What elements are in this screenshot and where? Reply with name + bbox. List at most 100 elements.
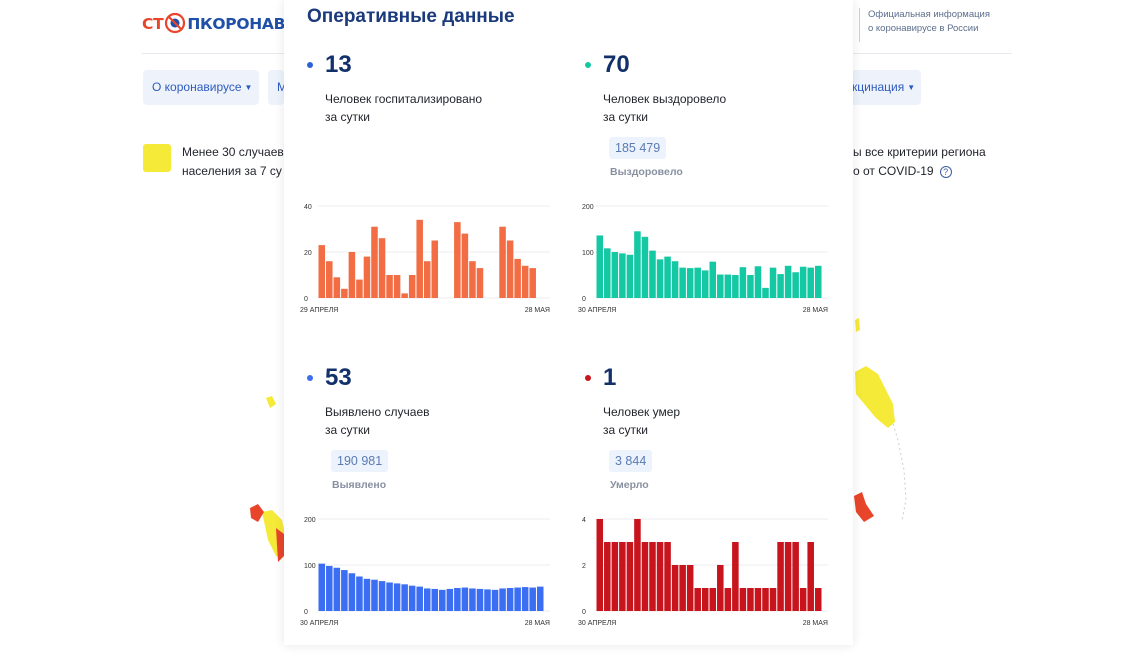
- chart-bar: [506, 588, 514, 611]
- virus-logo-icon: [165, 12, 186, 34]
- chart-bar: [792, 272, 799, 298]
- nav-vaccination[interactable]: кцинация ▼: [840, 70, 921, 105]
- chart-bar: [694, 267, 701, 298]
- chart-bar: [521, 587, 529, 611]
- chart-bar: [378, 238, 386, 298]
- operational-data-panel: Оперативные данные 13 Человек госпитализ…: [284, 0, 853, 645]
- hospitalized-label: Человек госпитализировано за сутки: [325, 90, 525, 126]
- detected-label-line2: за сутки: [325, 423, 370, 437]
- chart-bar: [709, 588, 717, 611]
- y-tick-label: 100: [304, 563, 316, 570]
- chart-bar: [747, 588, 754, 611]
- official-info-line1: Официальная информация: [868, 9, 990, 20]
- chart-bar: [762, 287, 769, 298]
- chart-bar: [348, 573, 356, 611]
- chart-bar: [799, 266, 807, 298]
- chart-bar: [363, 578, 371, 611]
- detected-label: Выявлено случаев за сутки: [325, 403, 525, 439]
- chart-bar: [814, 588, 822, 611]
- chart-bar: [514, 587, 521, 611]
- help-icon[interactable]: ?: [939, 166, 952, 178]
- chart-bar: [754, 266, 762, 298]
- died-value: 1: [603, 364, 617, 391]
- criteria-text: ы все критерии региона о от COVID-19?: [853, 143, 993, 181]
- chart-bar: [476, 268, 484, 298]
- chart-bar: [333, 567, 341, 611]
- chart-bar: [784, 542, 792, 611]
- chart-bar: [446, 588, 454, 611]
- chart-bar: [686, 268, 694, 298]
- chart-bar: [754, 588, 762, 611]
- chart-bar: [596, 519, 604, 611]
- chart-bar: [454, 588, 461, 611]
- died-total-label: Умерло: [610, 479, 649, 491]
- died-label: Человек умер за сутки: [603, 403, 803, 439]
- chart-bar: [371, 226, 378, 298]
- chart-bar: [807, 267, 814, 298]
- chart-bar: [469, 588, 476, 611]
- chart-bar: [679, 565, 686, 611]
- chart-bar: [431, 240, 439, 298]
- chart-bar: [416, 219, 423, 298]
- detected-label-line1: Выявлено случаев: [325, 405, 430, 419]
- chart-bar: [649, 542, 656, 611]
- chart-bar: [476, 588, 484, 611]
- y-tick-label: 200: [304, 517, 316, 524]
- nav-about-coronavirus[interactable]: О коронавирусе ▼: [143, 70, 259, 105]
- chart-bar: [747, 275, 754, 298]
- hospitalized-value: 13: [325, 51, 352, 78]
- died-label-line1: Человек умер: [603, 405, 681, 419]
- died-label-line2: за сутки: [603, 423, 648, 437]
- y-tick-label: 100: [582, 250, 594, 257]
- chart-bar: [717, 274, 724, 298]
- chart-bar: [634, 519, 641, 611]
- x-end-label: 28 МАЯ: [525, 307, 550, 314]
- card-hospitalized: 13 Человек госпитализировано за сутки 40…: [298, 48, 558, 348]
- chart-bar: [769, 267, 777, 298]
- chart-bar: [604, 542, 611, 611]
- map-region-orange-west-2: [276, 528, 284, 562]
- official-info-line2: о коронавирусе в России: [868, 23, 979, 34]
- chart-bar: [386, 582, 393, 611]
- chart-bar: [701, 588, 709, 611]
- chart-bar: [484, 589, 491, 611]
- map-region-orange-west: [250, 504, 264, 522]
- chart-bar: [739, 588, 747, 611]
- nav-item-m[interactable]: М: [268, 70, 284, 105]
- y-tick-label: 200: [582, 204, 594, 211]
- x-end-label: 28 МАЯ: [525, 620, 550, 627]
- legend-line2: населения за 7 су: [182, 164, 282, 178]
- hospitalized-chart: 40 20 0 29 АПРЕЛЯ 28 МАЯ: [300, 204, 550, 314]
- chevron-down-icon: ▼: [907, 83, 916, 92]
- chart-bar: [679, 267, 686, 298]
- chart-bar: [416, 586, 423, 611]
- recovered-label: Человек выздоровело за сутки: [603, 90, 803, 126]
- panel-title: Оперативные данные: [307, 6, 515, 27]
- detected-value: 53: [325, 364, 352, 391]
- nav-m-label: М: [277, 80, 284, 94]
- detected-total: 190 981: [331, 450, 389, 472]
- chart-bar: [371, 579, 378, 611]
- chart-bar: [514, 258, 521, 298]
- chart-bar: [649, 250, 656, 298]
- chart-bar: [401, 293, 408, 298]
- chart-bar: [732, 542, 739, 611]
- chart-bar: [671, 565, 679, 611]
- chart-bar: [326, 565, 333, 611]
- chart-bar: [709, 261, 717, 298]
- legend-yellow-swatch: [143, 144, 171, 172]
- chart-bar: [454, 222, 461, 298]
- stopcoronavirus-logo[interactable]: СТ ПКОРОНАВИ: [142, 12, 298, 34]
- chart-bar: [762, 588, 769, 611]
- chart-bar: [348, 252, 356, 298]
- criteria-line1: ы все критерии региона: [853, 145, 986, 159]
- chevron-down-icon: ▼: [244, 83, 253, 92]
- chart-bar: [611, 252, 619, 298]
- chart-bar: [619, 253, 626, 298]
- y-tick-label: 20: [304, 250, 312, 257]
- nav-about-label: О коронавирусе: [152, 80, 242, 94]
- y-tick-label: 0: [304, 609, 308, 616]
- status-dot-icon: [307, 375, 313, 381]
- chart-bar: [333, 277, 341, 298]
- chart-bar: [499, 226, 506, 298]
